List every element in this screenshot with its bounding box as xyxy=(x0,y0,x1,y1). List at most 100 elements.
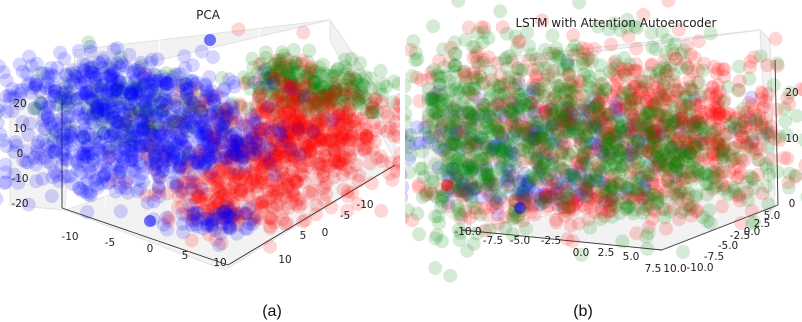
panel-a-y-tick: 0 xyxy=(322,227,329,239)
panel-a-point-green xyxy=(100,106,115,121)
panel-a-point-blue xyxy=(47,89,61,104)
panel-a-point-red xyxy=(185,95,200,110)
panel-a-point-red xyxy=(183,86,198,101)
panel-a-point-blue xyxy=(38,150,52,165)
panel-a-point-red xyxy=(289,119,304,133)
panel-a-point-red xyxy=(291,82,305,97)
panel-a-point-blue xyxy=(61,152,76,167)
panel-a-point-green xyxy=(352,91,367,106)
panel-a-point-red xyxy=(320,99,335,114)
panel-a-point-blue xyxy=(78,75,93,90)
panel-a-point-blue xyxy=(203,107,218,122)
panel-a-point-red xyxy=(215,188,230,203)
panel-a-point-blue xyxy=(170,130,185,145)
panel-a-point-blue xyxy=(153,170,167,185)
panel-a-point-green xyxy=(300,99,314,114)
panel-a-point-red xyxy=(264,131,279,145)
panel-a-point-red xyxy=(328,122,343,137)
panel-b-point-red xyxy=(757,99,771,114)
panel-a-point-blue xyxy=(113,102,128,117)
panel-a-point-red xyxy=(259,131,274,146)
panel-a-point-blue xyxy=(99,83,114,98)
panel-b-point-green xyxy=(560,107,575,122)
panel-a-point-green xyxy=(292,92,307,107)
panel-a-point-green xyxy=(273,77,288,92)
panel-a-point-green xyxy=(310,108,325,123)
panel-a-point-blue xyxy=(113,85,128,99)
panel-a-point-blue xyxy=(45,170,60,185)
panel-a-point-red xyxy=(138,66,153,81)
panel-a-point-blue xyxy=(21,155,36,170)
panel-a-point-blue xyxy=(127,132,142,147)
panel-a-point-blue xyxy=(154,133,169,148)
panel-a-point-red xyxy=(293,121,307,136)
panel-a-point-red xyxy=(203,91,218,106)
panel-a-point-blue xyxy=(7,144,22,159)
panel-b-x-tick: -5.0 xyxy=(510,235,531,247)
panel-a-point-red xyxy=(260,156,275,171)
panel-a-point-green xyxy=(275,45,290,60)
panel-a-point-red xyxy=(344,87,359,102)
panel-a-point-green xyxy=(306,75,321,90)
panel-a-point-blue xyxy=(224,98,239,113)
panel-a-point-red xyxy=(317,168,331,183)
panel-a-point-red xyxy=(283,140,298,155)
panel-a-point-blue xyxy=(48,84,63,99)
panel-a-point-blue xyxy=(144,79,159,94)
panel-a-point-red xyxy=(200,148,215,163)
panel-a-point-green xyxy=(309,92,324,106)
panel-a-point-green xyxy=(255,91,270,106)
panel-b-point-green xyxy=(499,26,514,41)
panel-a-point-red xyxy=(281,144,296,159)
panel-a-point-blue xyxy=(74,125,88,140)
panel-a-point-green xyxy=(277,51,292,66)
panel-a-point-red xyxy=(287,95,302,109)
panel-a-point-blue xyxy=(161,144,176,159)
panel-a-point-blue xyxy=(261,121,276,136)
panel-a-point-green xyxy=(351,89,366,104)
panel-a-point-red xyxy=(307,97,322,112)
panel-a-point-blue xyxy=(202,113,217,128)
panel-a-point-blue xyxy=(53,121,68,136)
panel-a-point-blue xyxy=(183,113,198,128)
panel-a-point-blue xyxy=(64,126,79,141)
panel-a-point-blue xyxy=(76,130,91,145)
panel-a-point-red xyxy=(180,154,195,169)
panel-a-point-red xyxy=(280,130,295,145)
panel-a-point-green xyxy=(280,85,295,100)
panel-b-z-tick: 10 xyxy=(785,133,798,145)
panel-a-point-red xyxy=(281,177,296,192)
panel-a-point-red xyxy=(254,154,269,169)
panel-a-point-blue xyxy=(131,122,146,137)
panel-a-point-blue xyxy=(172,67,187,81)
panel-a-point-red xyxy=(222,201,237,216)
panel-a-point-red xyxy=(263,221,278,236)
panel-a-point-blue xyxy=(145,108,160,123)
panel-a-point-green xyxy=(258,50,273,65)
panel-a-point-red xyxy=(254,211,269,226)
panel-a-point-blue xyxy=(106,110,121,125)
panel-a-point-blue xyxy=(145,92,160,106)
panel-a-point-blue xyxy=(54,159,69,174)
panel-a-point-green xyxy=(130,105,145,120)
panel-a-point-red xyxy=(331,109,346,124)
panel-a-point-red xyxy=(314,129,329,144)
panel-a-point-blue xyxy=(166,150,180,165)
panel-a-point-blue xyxy=(88,134,102,149)
panel-a-point-red xyxy=(318,179,332,194)
panel-a-point-blue xyxy=(159,110,174,125)
panel-a-point-red xyxy=(305,184,320,199)
panel-a-point-green xyxy=(180,91,194,106)
panel-a-point-red xyxy=(190,190,205,205)
panel-a-point-red xyxy=(250,119,265,134)
panel-a-point-green xyxy=(271,87,286,102)
panel-a-point-blue xyxy=(124,85,139,100)
panel-a-point-red xyxy=(208,171,223,186)
panel-a-point-red xyxy=(278,125,293,139)
panel-a-point-green xyxy=(341,72,356,87)
panel-b-point-green xyxy=(428,261,443,275)
panel-a-point-blue xyxy=(204,34,216,46)
panel-a-point-red xyxy=(331,102,346,117)
panel-a-point-red xyxy=(349,111,364,126)
